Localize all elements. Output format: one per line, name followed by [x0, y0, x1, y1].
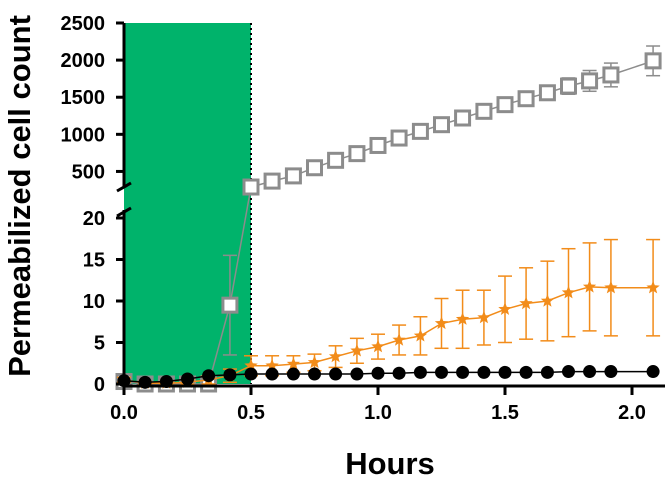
- data-point: [221, 296, 239, 314]
- data-point: [602, 66, 620, 84]
- y-axis-break-mark: [116, 181, 132, 193]
- data-point: [540, 294, 555, 307]
- data-point: [646, 280, 660, 294]
- x-tick-label: 2.0: [618, 402, 646, 424]
- data-point: [581, 72, 599, 90]
- y-axis-title: Permeabilized cell count: [2, 15, 37, 377]
- x-tick-label: 1.5: [491, 402, 519, 424]
- shaded-interval-layer: [124, 23, 252, 384]
- data-point: [265, 358, 279, 372]
- y-tick-label: 2500: [61, 13, 106, 35]
- data-point: [538, 84, 556, 102]
- series-circle: [117, 365, 660, 389]
- data-point: [371, 339, 385, 353]
- y-tick-label: 15: [83, 250, 105, 272]
- data-point: [263, 172, 281, 190]
- data-point: [284, 167, 302, 185]
- data-point: [286, 357, 301, 370]
- x-axis-title: Hours: [345, 446, 435, 479]
- data-point: [329, 367, 343, 381]
- y-tick-label: 1000: [61, 124, 106, 146]
- data-point: [413, 365, 427, 379]
- y-tick-label: 5: [94, 333, 105, 355]
- data-point: [435, 365, 448, 379]
- y-tick-label: 500: [72, 161, 105, 183]
- data-point: [496, 96, 514, 114]
- data-point: [306, 159, 323, 177]
- x-tick-label: 0.0: [110, 402, 138, 424]
- data-point: [348, 145, 366, 163]
- data-point: [560, 77, 577, 95]
- data-point: [265, 367, 279, 381]
- data-point: [390, 129, 408, 147]
- data-point: [286, 367, 300, 381]
- y-tick-label: 2000: [61, 50, 106, 72]
- data-point: [519, 296, 533, 310]
- data-point: [644, 52, 662, 70]
- data-point: [350, 367, 364, 381]
- data-point: [561, 285, 576, 299]
- data-point: [540, 365, 554, 379]
- data-point: [371, 366, 385, 380]
- data-point: [328, 349, 343, 363]
- data-point: [477, 310, 491, 324]
- data-point: [455, 312, 470, 325]
- data-point: [498, 302, 512, 315]
- data-point: [475, 102, 493, 120]
- y-axis-break-mark: [116, 206, 132, 218]
- data-point: [583, 365, 597, 379]
- data-point: [242, 178, 260, 196]
- data-point: [498, 365, 512, 379]
- data-point: [562, 365, 575, 379]
- data-point: [433, 116, 450, 134]
- axes-layer: 0.0 0.5 1.0 1.5 2.0 0 5 10 15 20 500 1000 1500 2000 25…: [61, 13, 665, 424]
- y-tick-label: 10: [83, 291, 105, 313]
- data-point: [350, 343, 364, 357]
- data-point: [327, 151, 345, 169]
- data-point: [244, 367, 258, 381]
- data-point: [392, 333, 406, 346]
- x-tick-label: 0.5: [237, 402, 265, 424]
- data-point: [519, 365, 533, 379]
- shaded-interval: [124, 23, 251, 384]
- data-point: [223, 368, 237, 382]
- y-tick-label: 20: [83, 208, 105, 230]
- x-tick-label: 1.0: [364, 402, 392, 424]
- data-point: [646, 365, 660, 379]
- data-point: [413, 328, 428, 342]
- data-point: [202, 369, 216, 383]
- data-point: [517, 90, 535, 108]
- data-point: [454, 109, 472, 127]
- y-tick-label: 0: [94, 374, 105, 396]
- data-point: [434, 316, 449, 330]
- series-layer: [115, 45, 662, 393]
- data-point: [456, 365, 470, 379]
- data-point: [244, 358, 258, 372]
- data-point: [392, 366, 406, 380]
- data-point: [604, 280, 618, 294]
- data-point: [181, 372, 194, 386]
- data-point: [582, 279, 597, 293]
- data-point: [477, 365, 491, 379]
- y-tick-label: 1500: [61, 87, 106, 109]
- data-point: [604, 365, 618, 379]
- data-point: [307, 355, 322, 369]
- data-point: [411, 122, 429, 140]
- data-point: [369, 136, 387, 154]
- data-point: [308, 367, 321, 381]
